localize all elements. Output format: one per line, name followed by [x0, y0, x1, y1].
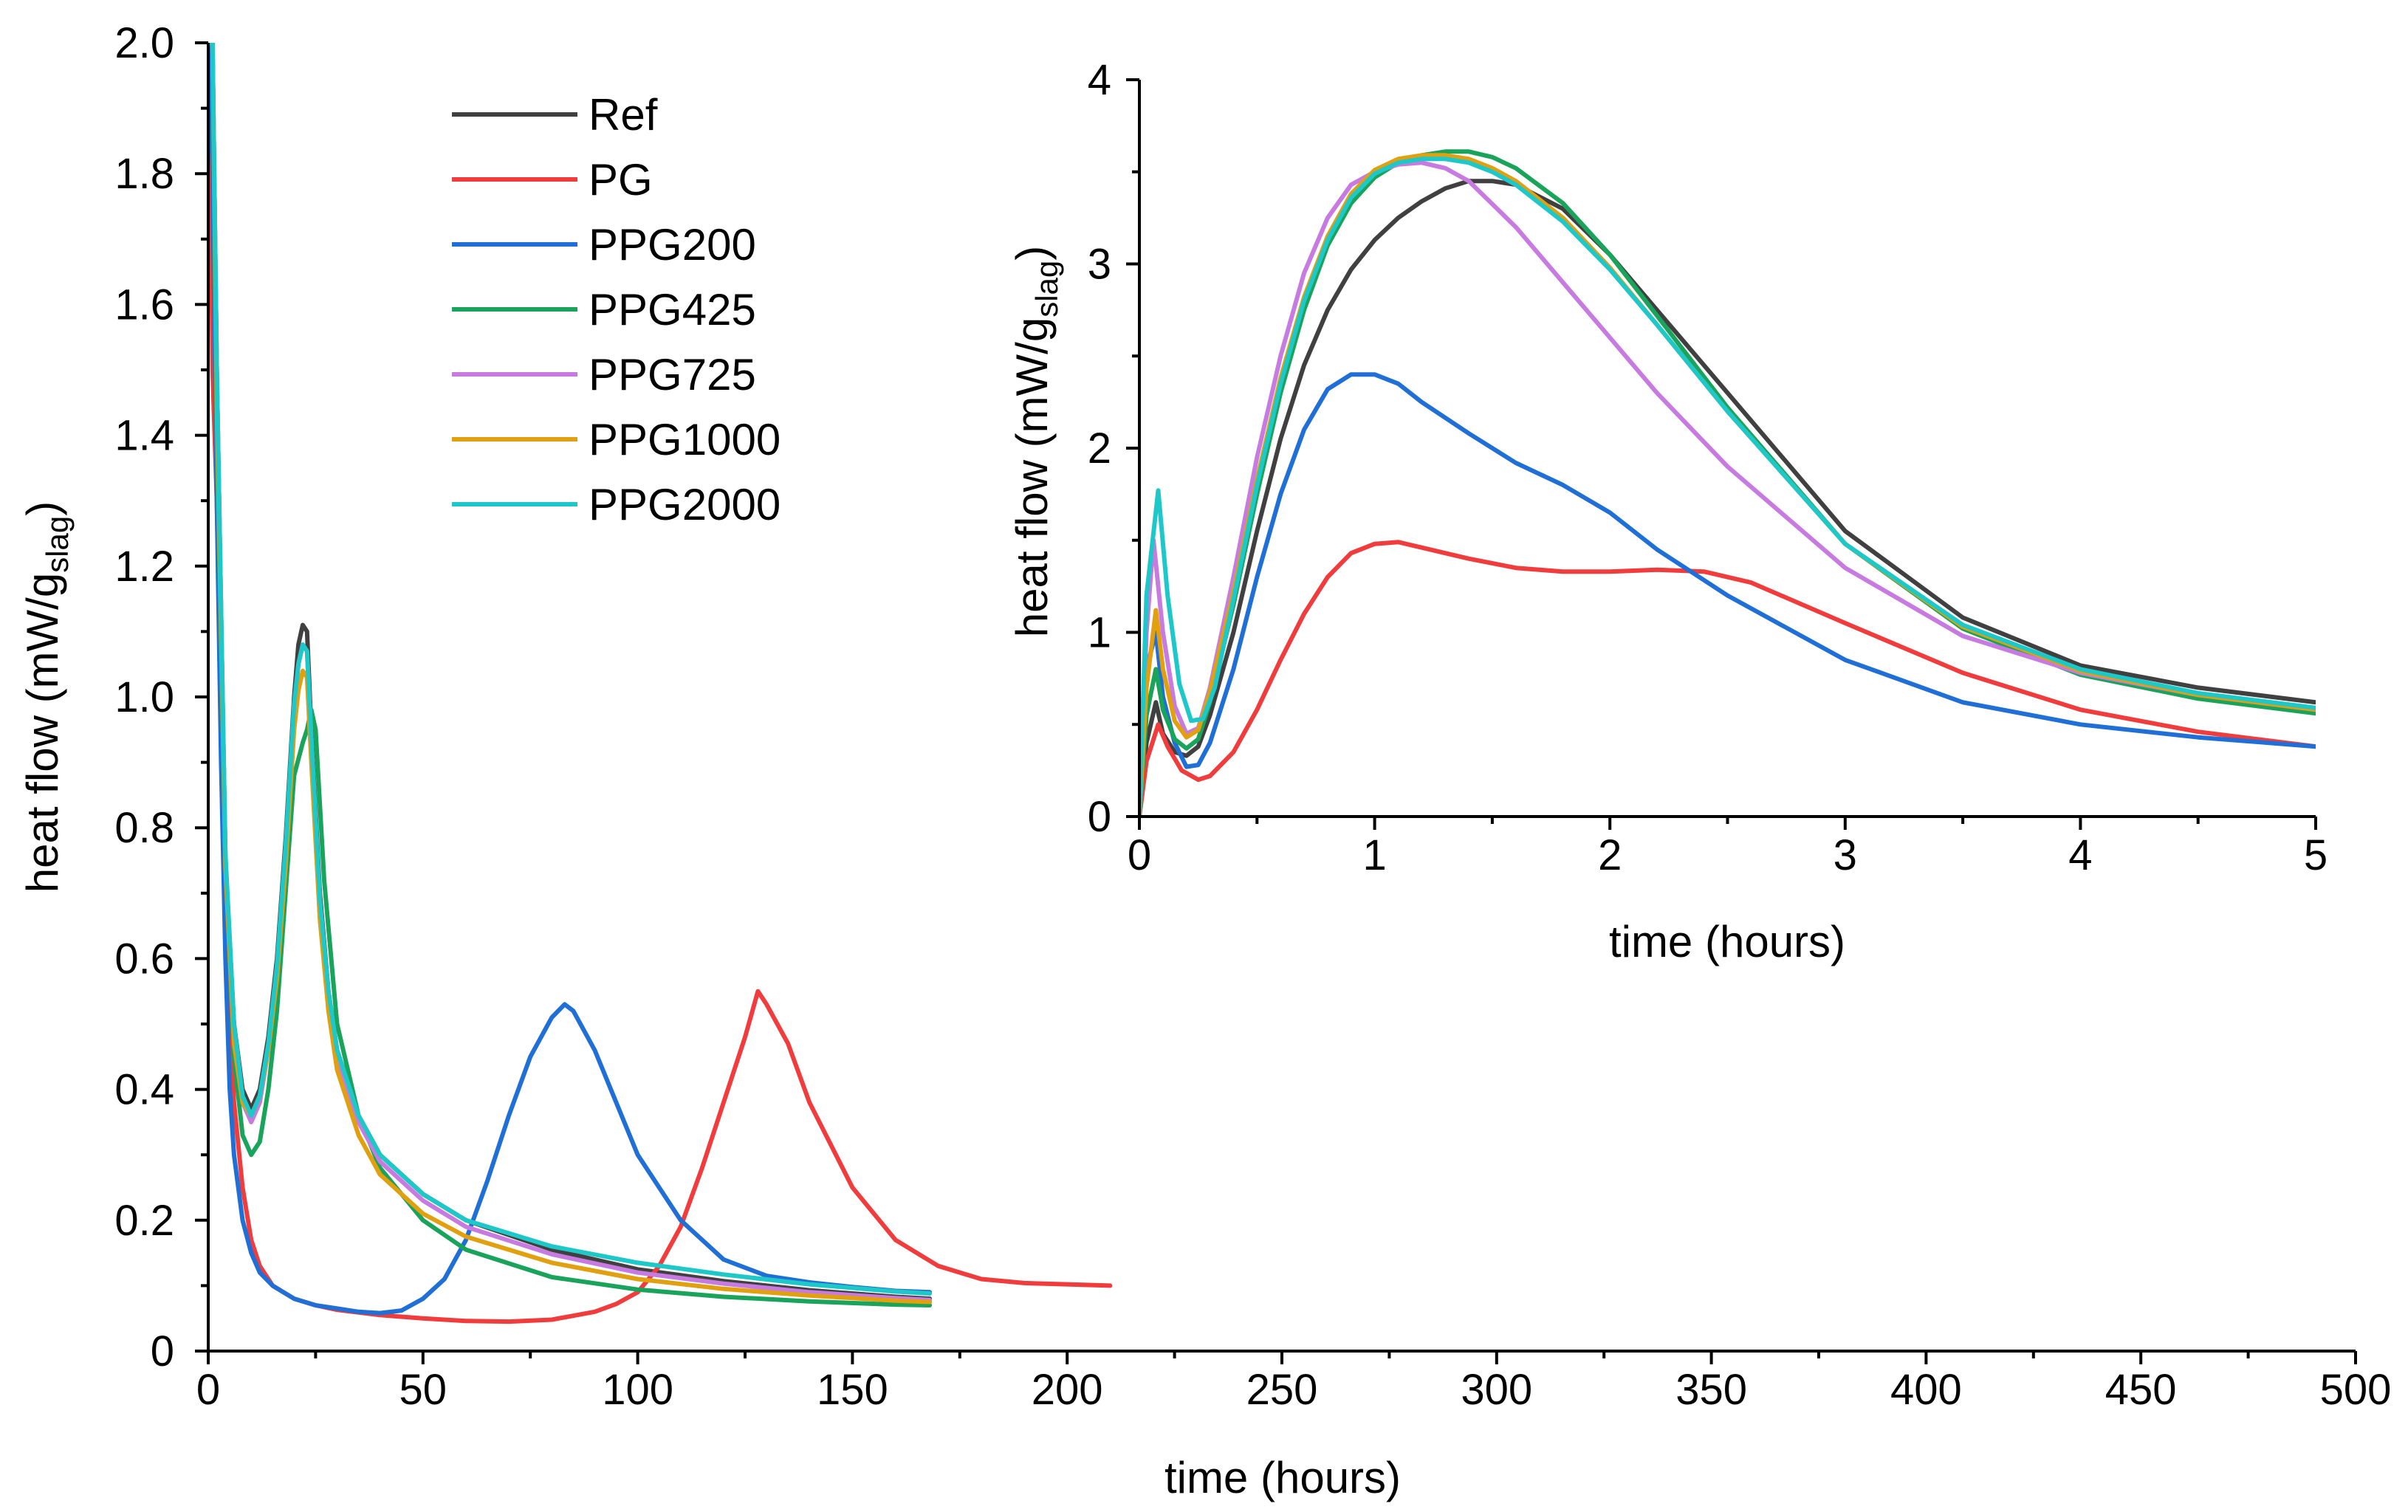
main-x-tick-label: 500: [2320, 1366, 2392, 1414]
inset-series-ppg2000: [1141, 157, 2316, 815]
main-y-tick-label: 0: [151, 1327, 174, 1375]
inset-y-tick-label: 0: [1088, 793, 1111, 841]
inset-y-tick-label: 1: [1088, 609, 1111, 657]
inset-series-pg: [1141, 540, 2316, 815]
main-chart: 0 50 100 150 200 250 300 350 400 450 500 00.20.40.…: [18, 19, 2391, 1502]
legend-label-ppg425: PPG425: [589, 285, 756, 334]
main-y-tick-label: 0.4: [114, 1066, 174, 1114]
main-y-tick-label: 1.0: [114, 673, 174, 721]
legend-label-ppg1000: PPG1000: [589, 415, 781, 464]
main-x-ticks: 0 50 100 150 200 250 300 350 400 450 500: [196, 1351, 2392, 1414]
legend-label-ref: Ref: [589, 90, 658, 140]
inset-x-axis-title: time (hours): [1609, 917, 1845, 966]
main-y-tick-label: 1.2: [114, 543, 174, 591]
inset-series-ref: [1141, 179, 2316, 815]
main-series-ppg200: [207, 43, 933, 1316]
main-x-axis-title: time (hours): [1164, 1453, 1401, 1502]
main-y-tick-label: 1.4: [114, 412, 174, 460]
legend-label-pg: PG: [589, 155, 653, 205]
main-y-tick-label: 0.6: [114, 935, 174, 983]
main-y-tick-label: 2.0: [114, 19, 174, 67]
main-y-ticks: 0 0.2 0.4 0.6 0.8 1.0 1.2 1.4 1.6 1.8 2.0: [114, 19, 208, 1375]
inset-x-ticks: 0 1 2 3 4 5: [1128, 817, 2328, 879]
main-x-tick-label: 100: [602, 1366, 673, 1414]
inset-series-group: [1141, 149, 2316, 815]
inset-y-axis-title: heat flow (mW/gslag): [1007, 246, 1064, 638]
main-y-tick-label: 1.6: [114, 281, 174, 329]
main-x-tick-label: 0: [196, 1366, 220, 1414]
main-x-tick-label: 350: [1675, 1366, 1747, 1414]
inset-x-tick-label: 5: [2304, 831, 2328, 879]
legend-label-ppg200: PPG200: [589, 220, 756, 269]
main-x-tick-label: 450: [2105, 1366, 2177, 1414]
main-x-tick-label: 300: [1461, 1366, 1532, 1414]
legend: Ref PG PPG200 PPG425 PPG725 PPG1000 PPG2000: [452, 90, 781, 529]
main-series-pg: [207, 43, 1113, 1324]
main-y-axis-title-main: heat flow (mW/g: [18, 573, 67, 893]
main-y-axis-title: heat flow (mW/gslag): [18, 501, 75, 893]
main-x-tick-label: 400: [1890, 1366, 1962, 1414]
main-y-tick-label: 0.2: [114, 1197, 174, 1245]
inset-x-tick-label: 4: [2068, 831, 2092, 879]
main-y-axis-title-sub: slag: [40, 516, 75, 573]
main-x-tick-label: 250: [1246, 1366, 1318, 1414]
inset-y-axis-title-close: ): [1007, 246, 1057, 261]
main-y-tick-label: 1.8: [114, 150, 174, 198]
inset-x-tick-label: 1: [1362, 831, 1386, 879]
main-series-group: [207, 43, 1113, 1324]
inset-y-axis-title-sub: slag: [1029, 261, 1064, 317]
main-x-tick-label: 200: [1032, 1366, 1103, 1414]
inset-chart: 0 1 2 3 4 5 0 1 2 3 4 time (hours) heat flow (mW/…: [1007, 56, 2328, 966]
main-y-tick-label: 0.8: [114, 804, 174, 852]
inset-x-tick-label: 2: [1598, 831, 1622, 879]
inset-y-axis-title-main: heat flow (mW/g: [1007, 317, 1057, 637]
legend-label-ppg2000: PPG2000: [589, 480, 781, 529]
inset-series-ppg200: [1141, 372, 2316, 815]
inset-x-tick-label: 0: [1128, 831, 1151, 879]
main-y-axis-title-close: ): [18, 501, 67, 516]
inset-y-tick-label: 3: [1088, 241, 1111, 289]
main-series-ppg2000: [207, 43, 933, 1296]
legend-label-ppg725: PPG725: [589, 350, 756, 399]
main-x-tick-label: 50: [399, 1366, 447, 1414]
inset-y-tick-label: 4: [1088, 56, 1111, 104]
inset-y-ticks: 0 1 2 3 4: [1088, 56, 1139, 841]
inset-x-tick-label: 3: [1834, 831, 1857, 879]
main-x-tick-label: 150: [817, 1366, 888, 1414]
inset-y-tick-label: 2: [1088, 425, 1111, 472]
